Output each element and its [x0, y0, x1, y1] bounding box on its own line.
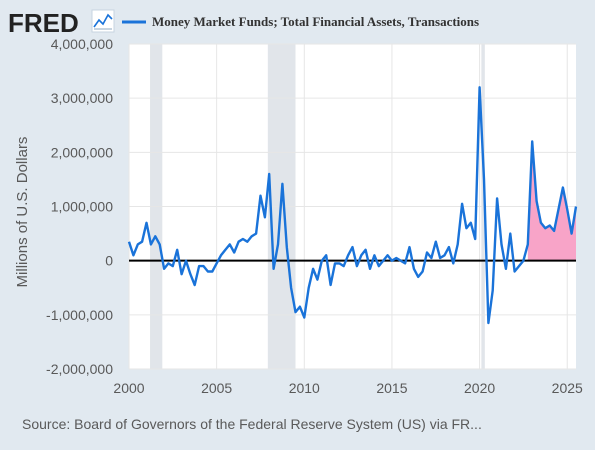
- y-tick-label-0: -2,000,000: [46, 361, 113, 377]
- y-tick-label-3: 1,000,000: [51, 199, 113, 215]
- y-tick-label-4: 2,000,000: [51, 144, 113, 160]
- x-tick-label-2: 2010: [289, 380, 320, 396]
- x-tick-label-1: 2005: [201, 380, 232, 396]
- y-tick-label-5: 3,000,000: [51, 90, 113, 106]
- x-tick-label-3: 2015: [376, 380, 407, 396]
- x-tick-label-4: 2020: [464, 380, 495, 396]
- fred-graph-icon: [91, 9, 115, 33]
- series-line: [127, 86, 578, 325]
- y-tick-label-6: 4,000,000: [51, 36, 113, 52]
- y-tick-label-2: 0: [105, 253, 113, 269]
- y-axis-label: Millions of U.S. Dollars: [14, 137, 31, 288]
- source-note: Source: Board of Governors of the Federa…: [22, 416, 482, 432]
- x-tick-label-5: 2025: [552, 380, 583, 396]
- y-tick-label-1: -1,000,000: [46, 307, 113, 323]
- x-tick-label-0: 2000: [113, 380, 144, 396]
- positive-area-fill: [527, 141, 576, 261]
- chart-title: Money Market Funds; Total Financial Asse…: [152, 14, 479, 29]
- fred-logo-text: FRED: [8, 8, 79, 38]
